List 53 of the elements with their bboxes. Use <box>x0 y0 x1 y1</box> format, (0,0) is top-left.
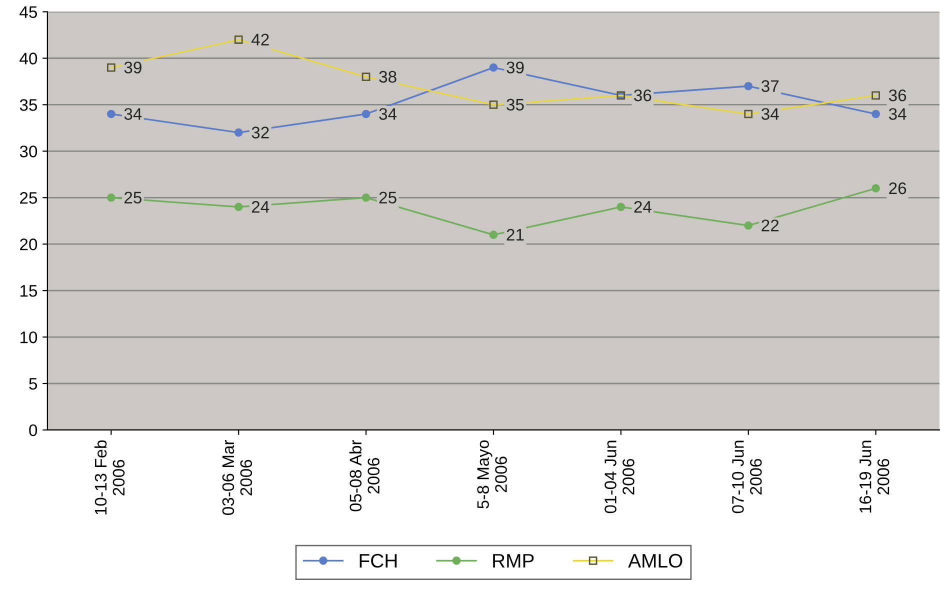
data-label: 24 <box>634 200 652 213</box>
data-label: 34 <box>124 108 142 120</box>
legend-label: RMP <box>493 554 534 568</box>
y-tick-label: 20 <box>20 238 38 250</box>
x-tick-label: 03-06 Mar 2006 <box>222 440 252 515</box>
data-label: 36 <box>888 89 906 102</box>
y-tick-label: 15 <box>20 285 38 297</box>
y-tick-label: 0 <box>29 424 38 436</box>
data-label: 21 <box>506 228 524 241</box>
point <box>362 110 370 118</box>
data-label: 34 <box>888 108 906 120</box>
data-label: 34 <box>379 108 397 120</box>
data-label: 24 <box>252 200 270 213</box>
data-label: 42 <box>251 34 269 46</box>
point <box>234 202 243 212</box>
x-tick-label: 16-19 Jun 2006 <box>859 440 890 513</box>
data-label: 32 <box>252 126 269 138</box>
y-tick-label: 30 <box>20 146 38 158</box>
data-label: 39 <box>506 62 524 74</box>
data-label: 34 <box>761 108 779 120</box>
data-label: 35 <box>506 98 524 111</box>
point <box>234 128 243 137</box>
point <box>872 184 880 193</box>
data-label: 37 <box>761 80 779 92</box>
data-label: 26 <box>889 182 906 194</box>
data-label: 22 <box>762 220 779 232</box>
point <box>872 110 880 118</box>
x-tick-label: 10-13 Feb 2006 <box>94 440 125 514</box>
point <box>744 82 753 90</box>
x-tick-label: 5-8 Mayo 2006 <box>477 440 507 508</box>
point <box>616 202 626 212</box>
data-label: 38 <box>379 70 396 83</box>
y-tick-label: 25 <box>20 192 38 204</box>
data-label: 36 <box>634 89 652 102</box>
point <box>744 221 753 230</box>
x-tick-label: 07-10 Jun 2006 <box>732 440 762 514</box>
data-label: 25 <box>379 192 396 204</box>
y-tick-label: 10 <box>20 331 38 344</box>
y-tick-label: 35 <box>20 99 38 111</box>
x-tick-label: 01-04 Jun 2006 <box>604 440 634 514</box>
point <box>107 110 116 118</box>
y-tick-label: 5 <box>29 378 38 390</box>
y-tick-label: 45 <box>20 6 38 18</box>
data-label: 25 <box>124 192 142 204</box>
y-tick-label: 40 <box>20 52 38 64</box>
x-tick-label: 05-08 Abr 2006 <box>349 440 380 512</box>
data-label: 39 <box>124 62 142 74</box>
point <box>107 193 116 202</box>
point <box>489 230 498 239</box>
point <box>362 193 370 202</box>
legend-label: FCH <box>360 554 397 568</box>
legend-label: AMLO <box>628 554 682 568</box>
point <box>489 63 498 72</box>
